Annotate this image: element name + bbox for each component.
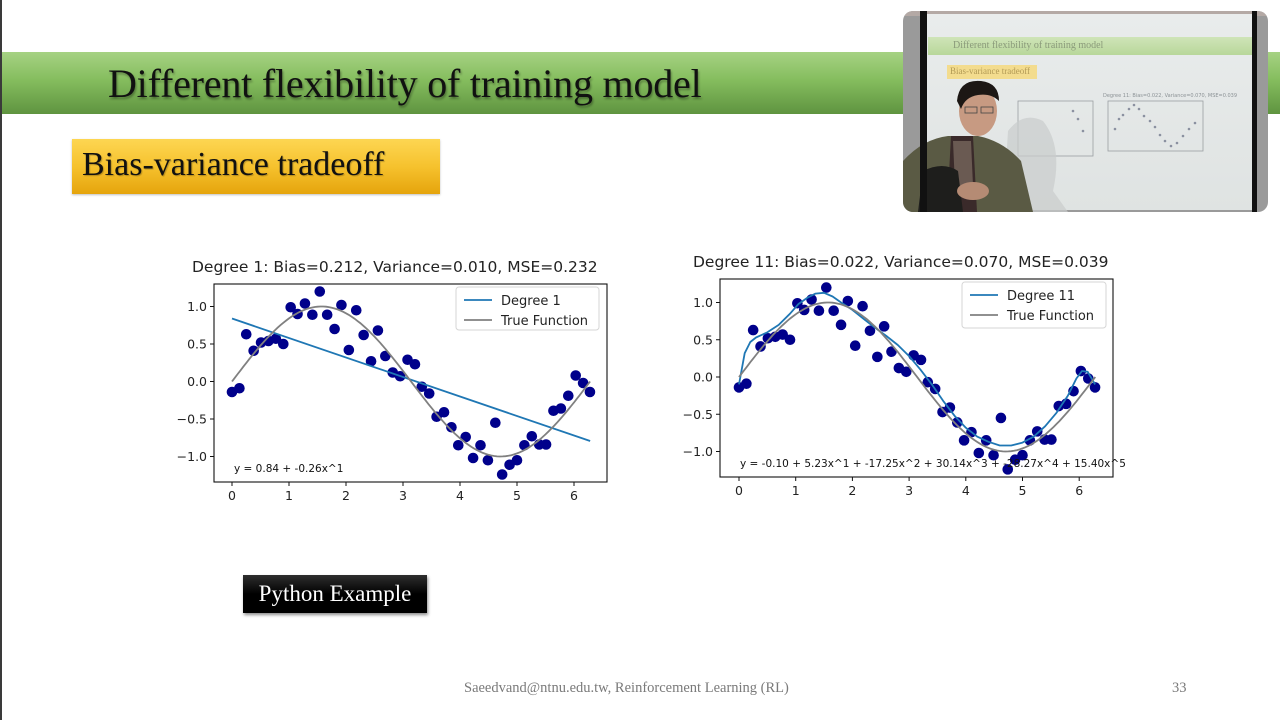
projected-subtitle: Bias-variance tradeoff	[950, 66, 1031, 76]
svg-text:4: 4	[456, 488, 464, 503]
svg-text:2: 2	[848, 483, 856, 498]
svg-text:5: 5	[1019, 483, 1027, 498]
svg-text:5: 5	[513, 488, 521, 503]
svg-text:0: 0	[735, 483, 743, 498]
svg-text:3: 3	[905, 483, 913, 498]
svg-text:−0.5: −0.5	[683, 407, 713, 422]
svg-text:1.0: 1.0	[693, 295, 713, 310]
page-number: 33	[1172, 680, 1187, 696]
python-example-button[interactable]: Python Example	[243, 575, 427, 613]
chart-1-title: Degree 1: Bias=0.212, Variance=0.010, MS…	[192, 258, 598, 276]
svg-text:−0.5: −0.5	[177, 412, 207, 427]
svg-text:6: 6	[570, 488, 578, 503]
svg-text:True Function: True Function	[500, 314, 588, 329]
svg-text:Degree 1: Degree 1	[501, 294, 561, 309]
svg-text:0.0: 0.0	[187, 374, 207, 389]
svg-text:4: 4	[962, 483, 970, 498]
svg-text:y = 0.84 + -0.26x^1: y = 0.84 + -0.26x^1	[234, 463, 343, 475]
svg-text:0: 0	[228, 488, 236, 503]
svg-text:0.5: 0.5	[693, 332, 713, 347]
svg-text:True Function: True Function	[1006, 309, 1094, 324]
svg-text:1: 1	[285, 488, 293, 503]
slide-title: Different flexibility of training model	[108, 61, 702, 106]
svg-text:Degree 11: Degree 11	[1007, 289, 1075, 304]
svg-text:3: 3	[399, 488, 407, 503]
svg-text:0.0: 0.0	[693, 370, 713, 385]
svg-text:1.0: 1.0	[187, 299, 207, 314]
svg-text:−1.0: −1.0	[177, 449, 207, 464]
subtitle-box: Bias-variance tradeoff	[72, 139, 440, 194]
video-frame-right	[1252, 11, 1257, 212]
projected-title-bar	[928, 37, 1253, 55]
video-frame-left	[920, 11, 927, 212]
presenter-figure: Degree 11: Bias=0.022, Variance=0.070, M…	[903, 80, 1237, 212]
presenter-video[interactable]: Different flexibility of training model …	[903, 11, 1268, 212]
svg-text:6: 6	[1075, 483, 1083, 498]
projected-subtitle-box	[947, 65, 1037, 79]
svg-text:y = -0.10 + 5.23x^1 + -17.25x^: y = -0.10 + 5.23x^1 + -17.25x^2 + 30.14x…	[740, 458, 1126, 470]
slide-subtitle: Bias-variance tradeoff	[82, 146, 385, 183]
svg-text:1: 1	[792, 483, 800, 498]
svg-text:−1.0: −1.0	[683, 444, 713, 459]
svg-text:Degree 11: Bias=0.022, Varianc: Degree 11: Bias=0.022, Variance=0.070, M…	[1103, 93, 1237, 99]
chart-2-title: Degree 11: Bias=0.022, Variance=0.070, M…	[693, 253, 1109, 271]
svg-text:0.5: 0.5	[187, 337, 207, 352]
svg-text:2: 2	[342, 488, 350, 503]
projected-title: Different flexibility of training model	[953, 40, 1104, 51]
video-frame-top	[903, 11, 1268, 16]
footer-text: Saeedvand@ntnu.edu.tw, Reinforcement Lea…	[464, 680, 789, 696]
